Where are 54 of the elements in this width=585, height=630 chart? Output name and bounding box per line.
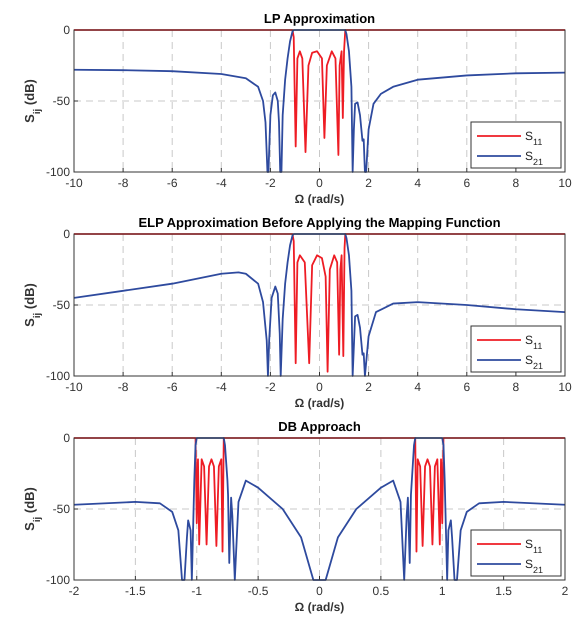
legend-label: S$_{21}$ [525, 557, 544, 575]
x-axis-title: Ω (rad/s) [294, 192, 344, 206]
x-tick-label: 8 [512, 176, 520, 190]
x-tick-label: -1 [191, 584, 202, 598]
y-tick-label: -100 [46, 369, 70, 383]
x-tick-label: 0.5 [372, 584, 390, 598]
x-tick-label: 1 [438, 584, 446, 598]
y-tick-label: -100 [46, 573, 70, 587]
x-tick-label: 1.5 [495, 584, 512, 598]
x-tick-label: 6 [463, 380, 470, 394]
x-tick-label: -2 [265, 380, 276, 394]
legend-label: S$_{21}$ [525, 149, 544, 167]
x-tick-label: -10 [65, 380, 83, 394]
chart-title: ELP Approximation Before Applying the Mapping Function [138, 215, 501, 230]
x-tick-label: 0 [316, 380, 324, 394]
y-tick-label: -100 [46, 165, 70, 179]
x-tick-label: -1.5 [125, 584, 146, 598]
x-tick-label: -4 [216, 380, 227, 394]
x-tick-label: 10 [558, 380, 572, 394]
y-tick-label: 0 [63, 227, 70, 241]
x-axis-title: Ω (rad/s) [294, 396, 344, 410]
x-tick-label: 0 [316, 176, 324, 190]
line-series [74, 437, 565, 581]
chart-title: DB Approach [278, 419, 361, 434]
legend-label: S$_{21}$ [525, 353, 544, 371]
x-tick-label: -2 [265, 176, 276, 190]
legend-label: S$_{11}$ [525, 537, 542, 555]
y-tick-label: 0 [63, 431, 70, 445]
x-tick-label: 6 [463, 176, 470, 190]
x-tick-label: -10 [65, 176, 83, 190]
legend-label: S$_{11}$ [525, 129, 542, 147]
x-tick-label: -0.5 [248, 584, 269, 598]
x-tick-label: 8 [512, 380, 520, 394]
legend-label: S$_{11}$ [525, 333, 542, 351]
x-tick-label: -6 [166, 380, 178, 394]
x-tick-label: -8 [118, 176, 129, 190]
x-tick-label: -6 [166, 176, 178, 190]
x-tick-label: 4 [414, 176, 422, 190]
x-tick-label: -4 [216, 176, 227, 190]
x-tick-label: 4 [414, 380, 422, 394]
line-series [74, 437, 565, 552]
x-tick-label: 2 [562, 584, 569, 598]
x-tick-label: -2 [68, 584, 80, 598]
x-tick-label: 10 [558, 176, 572, 190]
x-tick-label: 0 [316, 584, 324, 598]
chart-title: LP Approximation [264, 11, 376, 26]
y-tick-label: -50 [52, 94, 70, 108]
y-tick-label: -50 [52, 298, 70, 312]
y-tick-label: 0 [63, 23, 70, 37]
x-axis-title: Ω (rad/s) [294, 600, 344, 614]
x-tick-label: 2 [365, 380, 372, 394]
x-tick-label: -8 [118, 380, 129, 394]
y-tick-label: -50 [52, 502, 70, 516]
x-tick-label: 2 [365, 176, 372, 190]
